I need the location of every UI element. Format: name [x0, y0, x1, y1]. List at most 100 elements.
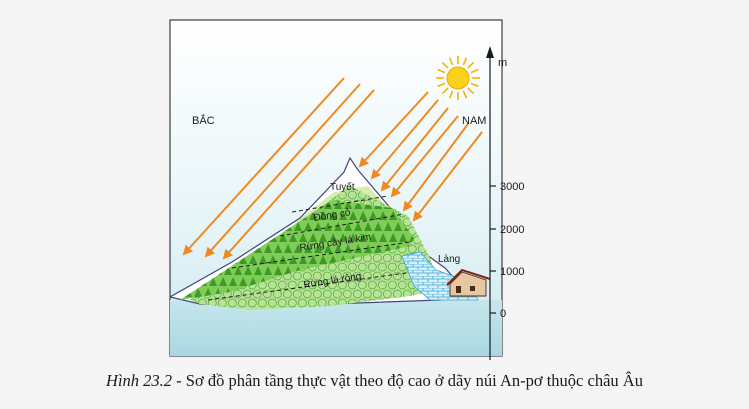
- conifer-tree-mark: [264, 244, 273, 253]
- conifer-tree-mark: [294, 222, 303, 231]
- conifer-tree-mark: [354, 200, 363, 209]
- conifer-tree-mark: [319, 211, 328, 220]
- broadleaf-tree-mark: [312, 289, 322, 299]
- broadleaf-tree-mark: [337, 280, 347, 290]
- broadleaf-tree-mark: [272, 289, 282, 299]
- broadleaf-tree-mark: [312, 271, 322, 281]
- broadleaf-tree-mark: [317, 280, 327, 290]
- broadleaf-tree-mark: [267, 298, 277, 308]
- conifer-tree-mark: [274, 266, 283, 275]
- broadleaf-tree-mark: [382, 289, 392, 299]
- broadleaf-tree-mark: [347, 262, 357, 272]
- broadleaf-tree-mark: [322, 289, 332, 299]
- broadleaf-tree-mark: [372, 289, 382, 299]
- tick-label-2000: 2000: [500, 224, 524, 236]
- conifer-tree-mark: [409, 233, 414, 242]
- conifer-tree-mark: [364, 244, 373, 253]
- conifer-tree-mark: [204, 288, 213, 297]
- conifer-tree-mark: [264, 266, 273, 275]
- conifer-tree-mark: [209, 277, 218, 286]
- conifer-tree-mark: [314, 244, 323, 253]
- broadleaf-tree-mark: [332, 289, 342, 299]
- sun-ray: [470, 82, 479, 88]
- broadleaf-tree-mark: [297, 280, 307, 290]
- broadleaf-tree-mark: [372, 253, 382, 263]
- conifer-tree-mark: [324, 244, 333, 253]
- conifer-tree-mark: [219, 277, 228, 286]
- conifer-tree-mark: [299, 255, 308, 264]
- conifer-tree-mark: [339, 233, 348, 242]
- broadleaf-tree-mark: [347, 190, 357, 200]
- broadleaf-tree-mark: [232, 289, 242, 299]
- conifer-tree-mark: [369, 233, 378, 242]
- boundary-snow-grass: [291, 195, 389, 213]
- conifer-tree-mark: [309, 255, 318, 264]
- conifer-tree-mark: [304, 244, 313, 253]
- conifer-tree-mark: [319, 233, 328, 242]
- broadleaf-tree-mark: [322, 271, 332, 281]
- conifer-tree-mark: [374, 222, 383, 231]
- sun-ray: [437, 68, 446, 74]
- broadleaf-tree-mark: [367, 280, 377, 290]
- conifer-tree-mark: [324, 222, 333, 231]
- conifer-tree-mark: [284, 244, 293, 253]
- broadleaf-tree-mark: [267, 280, 277, 290]
- broadleaf-tree-mark: [277, 298, 287, 308]
- broadleaf-tree-mark: [392, 253, 402, 263]
- broadleaf-tree-mark: [377, 262, 387, 272]
- broadleaf-tree-mark: [337, 262, 347, 272]
- conifer-tree-mark: [279, 255, 288, 264]
- broadleaf-tree-mark: [392, 271, 402, 281]
- conifer-tree-mark: [379, 233, 388, 242]
- conifer-tree-mark: [344, 200, 353, 209]
- sun-ray: [467, 87, 475, 95]
- north-label: BẮC: [192, 114, 215, 127]
- conifer-tree-mark: [324, 200, 333, 209]
- conifer-tree-mark: [279, 233, 288, 242]
- broadleaf-tree-mark: [342, 289, 352, 299]
- conifer-tree-mark: [369, 211, 378, 220]
- snow-zone-label: Tuyết: [330, 181, 355, 193]
- broadleaf-tree-mark: [357, 262, 367, 272]
- sunlight-arrows-north: [182, 77, 375, 260]
- elevation-axis: [486, 46, 496, 360]
- conifer-tree-mark: [289, 255, 298, 264]
- conifer-tree-mark: [349, 233, 358, 242]
- boundary-conifer-broadleaf: [231, 241, 411, 269]
- conifer-tree-mark: [354, 222, 363, 231]
- broadleaf-tree-mark: [292, 289, 302, 299]
- village-house-icon: [446, 268, 491, 297]
- broadleaf-tree-mark: [302, 271, 312, 281]
- broadleaf-tree-mark: [307, 280, 317, 290]
- ground-band: [170, 300, 502, 356]
- sunlight-arrows-south: [358, 91, 483, 222]
- conifer-tree-mark: [229, 277, 238, 286]
- broadleaf-tree-mark: [277, 280, 287, 290]
- conifer-tree-mark: [234, 266, 243, 275]
- conifer-tree-mark: [344, 222, 353, 231]
- conifer-tree-mark: [249, 255, 258, 264]
- sun-ray: [441, 61, 449, 69]
- sun-ray: [462, 57, 468, 66]
- conifer-tree-mark: [329, 211, 338, 220]
- figure-number: Hình 23.2: [106, 371, 173, 390]
- broadleaf-tree-mark: [282, 289, 292, 299]
- conifer-tree-mark: [319, 255, 328, 264]
- broadleaf-tree-mark: [327, 280, 337, 290]
- broadleaf-tree-mark: [327, 262, 337, 272]
- conifer-tree-mark: [364, 222, 373, 231]
- south-label: NAM: [462, 115, 486, 127]
- sun-ray: [437, 82, 446, 88]
- conifer-tree-mark: [374, 244, 383, 253]
- broadleaf-tree-mark: [342, 186, 352, 191]
- broadleaf-tree-mark: [262, 289, 272, 299]
- broadleaf-tree-mark: [352, 289, 362, 299]
- broadleaf-tree-mark: [297, 298, 307, 308]
- conifer-tree-mark: [359, 211, 368, 220]
- broadleaf-tree-mark: [372, 271, 382, 281]
- conifer-tree-mark: [274, 244, 283, 253]
- conifer-tree-mark: [334, 200, 343, 209]
- conifer-tree-mark: [239, 277, 248, 286]
- tick-label-1000: 1000: [500, 266, 524, 278]
